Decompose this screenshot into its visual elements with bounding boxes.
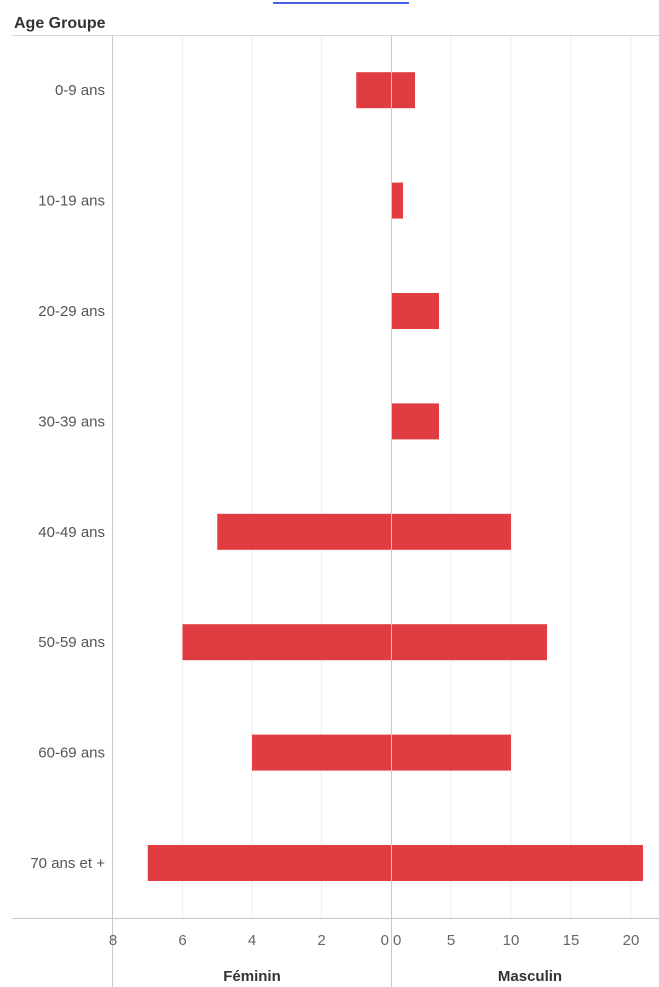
left-axis-title: Féminin (223, 968, 281, 985)
bar-masculin (391, 624, 547, 661)
category-label: 20-29 ans (38, 303, 105, 320)
category-label: 70 ans et + (30, 855, 105, 872)
bar-feminin (252, 734, 391, 771)
tick-label-right: 20 (623, 932, 640, 949)
tick-label-right: 10 (503, 932, 520, 949)
top-link-underline[interactable] (273, 0, 409, 4)
frame-layer (12, 35, 659, 987)
bar-masculin (391, 734, 511, 771)
category-label: 60-69 ans (38, 745, 105, 762)
grid-layer (182, 36, 632, 918)
bar-masculin (391, 293, 439, 329)
bar-feminin (356, 72, 391, 109)
tick-label-right: 5 (447, 932, 455, 949)
category-label: 40-49 ans (38, 524, 105, 541)
tick-labels: 8 6 4 2 0 0 5 10 15 20 (109, 932, 640, 949)
bar-masculin (391, 182, 403, 219)
category-label: 0-9 ans (55, 82, 105, 99)
header-title: Age Groupe (14, 15, 106, 32)
category-label: 10-19 ans (38, 193, 105, 210)
bar-feminin (217, 513, 391, 550)
tick-label-left: 8 (109, 932, 117, 949)
tick-label-left: 6 (178, 932, 186, 949)
bar-masculin (391, 845, 643, 881)
right-axis-title: Masculin (498, 968, 562, 985)
bar-masculin (391, 72, 415, 109)
tick-label-left: 4 (248, 932, 256, 949)
bar-layer (147, 72, 643, 881)
tick-label-left: 0 (381, 932, 389, 949)
bar-masculin (391, 403, 439, 440)
tick-label-right: 15 (563, 932, 580, 949)
category-label: 50-59 ans (38, 634, 105, 651)
bar-masculin (391, 513, 511, 550)
category-labels: 0-9 ans 10-19 ans 20-29 ans 30-39 ans 40-49 … (30, 82, 105, 872)
bar-feminin (182, 624, 391, 661)
tick-label-left: 2 (317, 932, 325, 949)
tick-label-right: 0 (393, 932, 401, 949)
category-label: 30-39 ans (38, 413, 105, 430)
bar-feminin (147, 845, 391, 881)
